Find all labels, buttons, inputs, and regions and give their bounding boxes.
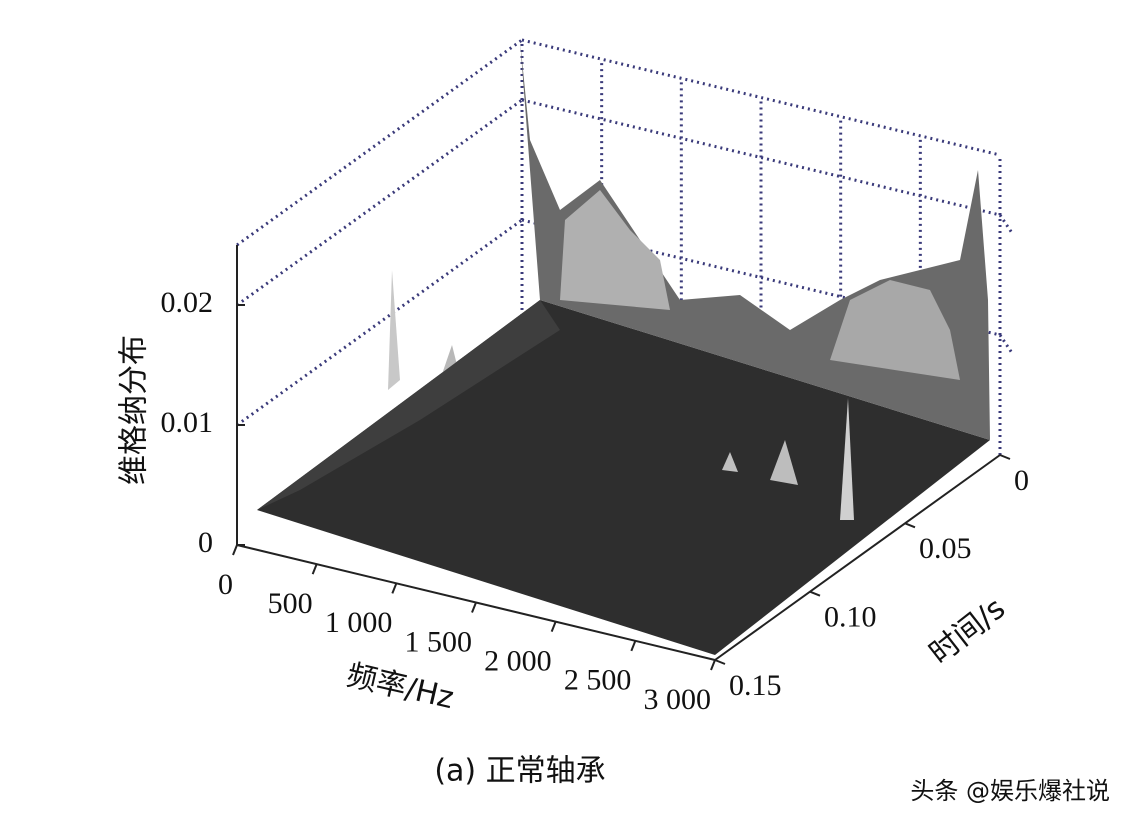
x-tick-label: 0 [218, 568, 233, 601]
grid-line [236, 218, 523, 427]
grid-line [998, 214, 1014, 234]
x-tick [471, 602, 477, 613]
x-tick [550, 621, 557, 633]
grid-line [998, 334, 1014, 354]
x-tick-label: 2 000 [484, 645, 552, 678]
z-tick-label: 0.02 [161, 286, 214, 319]
surface [257, 40, 990, 655]
x-tick-label: 500 [268, 587, 313, 620]
x-tick-label: 1 500 [405, 625, 473, 658]
z-axis-label: 维格纳分布 [117, 335, 152, 485]
y-tick-label: 0 [1014, 464, 1029, 497]
box-edge [236, 38, 523, 247]
y-tick [809, 590, 821, 597]
x-tick [391, 582, 398, 594]
y-axis-label: 时间/s [923, 591, 1012, 671]
watermark: 头条 @娱乐爆社说 [910, 777, 1110, 805]
y-tick [999, 454, 1011, 460]
y-tick-label: 0.15 [729, 669, 782, 702]
y-tick-label: 0.10 [824, 601, 877, 634]
caption: (a) 正常轴承 [434, 754, 605, 789]
z-tick-label: 0.01 [161, 406, 214, 439]
z-tick-label: 0 [198, 526, 213, 559]
x-tick [630, 640, 637, 652]
x-tick-label: 1 000 [325, 606, 393, 639]
x-axis-label: 频率/Hz [343, 658, 457, 716]
x-tick [311, 563, 318, 575]
x-tick-label: 3 000 [644, 683, 712, 716]
box-edge [521, 38, 1001, 157]
grid-line [521, 98, 1001, 217]
grid-line [236, 98, 523, 307]
y-tick-label: 0.05 [919, 532, 972, 565]
x-tick-label: 2 500 [564, 664, 632, 697]
y-tick [904, 522, 916, 529]
y-axis [714, 454, 1001, 661]
x-tick [710, 659, 716, 671]
x-tick [232, 544, 238, 556]
y-tick [714, 659, 726, 665]
